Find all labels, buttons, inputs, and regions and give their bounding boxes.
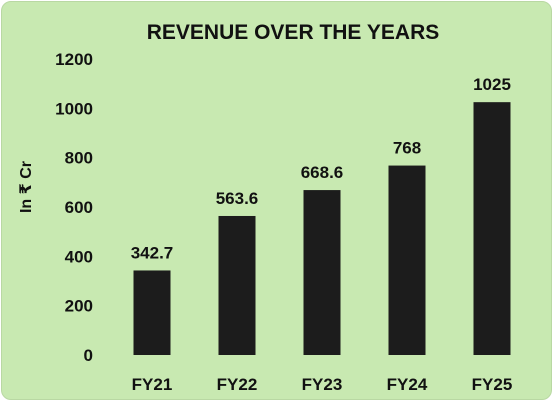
y-tick-label: 800 xyxy=(65,149,93,168)
x-tick-label: FY22 xyxy=(217,375,258,394)
bar-fy21 xyxy=(133,270,171,355)
x-tick-label: FY23 xyxy=(302,375,343,394)
y-tick-label: 200 xyxy=(65,297,93,316)
y-axis: 0 200 400 600 800 1000 1200 xyxy=(55,50,93,365)
x-tick-label: FY24 xyxy=(387,375,428,394)
x-axis: FY21 FY22 FY23 FY24 FY25 xyxy=(132,375,513,394)
x-tick-label: FY21 xyxy=(132,375,173,394)
data-label: 1025 xyxy=(473,75,511,94)
data-label: 563.6 xyxy=(216,189,259,208)
bar-fy25 xyxy=(473,102,511,356)
data-label: 342.7 xyxy=(131,243,174,262)
bar-fy24 xyxy=(388,165,426,355)
bars-group xyxy=(133,102,511,356)
data-label: 768 xyxy=(393,139,421,158)
chart-title: REVENUE OVER THE YEARS xyxy=(147,21,440,44)
y-tick-label: 400 xyxy=(65,247,93,266)
y-tick-label: 1200 xyxy=(55,50,93,69)
data-label: 668.6 xyxy=(301,163,344,182)
y-tick-label: 600 xyxy=(65,198,93,217)
x-tick-label: FY25 xyxy=(472,375,513,394)
y-tick-label: 0 xyxy=(84,346,93,365)
bar-fy22 xyxy=(218,215,256,355)
y-axis-label: In ₹ Cr xyxy=(18,161,35,213)
bar-fy23 xyxy=(303,190,341,355)
data-labels-group: 342.7 563.6 668.6 768 1025 xyxy=(131,75,511,262)
y-tick-label: 1000 xyxy=(55,99,93,118)
